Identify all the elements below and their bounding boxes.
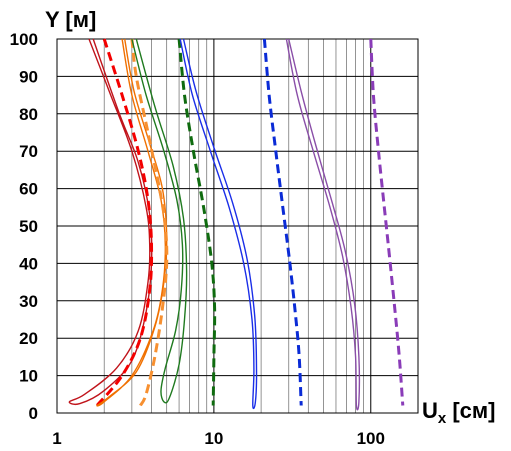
y-tick-label: 80 — [19, 105, 38, 124]
y-tick-labels: 0 10 20 30 40 50 60 70 80 90 100 — [10, 30, 38, 423]
y-tick-label: 20 — [19, 329, 38, 348]
y-tick-label: 40 — [19, 254, 38, 273]
y-tick-label: 100 — [10, 30, 38, 49]
series-line-1-double — [68, 38, 153, 406]
series-line-2-dashed — [95, 38, 154, 407]
y-tick-label: 30 — [19, 292, 38, 311]
series-line-7-double — [179, 38, 258, 410]
series-line-4-dashed — [130, 38, 169, 407]
x-axis-label-subscript: x — [438, 410, 447, 427]
y-tick-label: 90 — [19, 67, 38, 86]
series-line-10-dashed — [369, 38, 405, 406]
y-tick-label: 0 — [29, 404, 38, 423]
x-tick-labels: 1 10 100 — [52, 429, 385, 448]
y-tick-label: 70 — [19, 142, 38, 161]
x-tick-label: 100 — [357, 429, 385, 448]
x-axis-label-unit: [см] — [446, 398, 495, 423]
plot-frame — [56, 38, 419, 414]
y-tick-label: 10 — [19, 367, 38, 386]
series-line-9-double — [285, 38, 361, 411]
series-layer — [68, 38, 405, 411]
x-axis-label: Ux [см] — [422, 398, 496, 427]
series-line-3-double — [96, 38, 168, 407]
y-axis-label: Y [м] — [45, 7, 96, 32]
series-line-5-double — [131, 38, 188, 404]
x-axis-label-main: U — [422, 398, 438, 423]
series-line-6-dashed — [177, 38, 217, 406]
x-tick-label: 1 — [52, 429, 61, 448]
x-tick-label: 10 — [204, 429, 223, 448]
y-tick-label: 60 — [19, 180, 38, 199]
series-line-8-dashed — [262, 38, 303, 406]
y-tick-label: 50 — [19, 217, 38, 236]
